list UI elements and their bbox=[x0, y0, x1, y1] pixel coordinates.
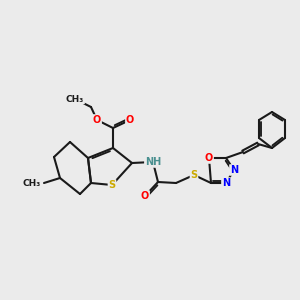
Text: O: O bbox=[141, 191, 149, 201]
Text: N: N bbox=[222, 178, 230, 188]
Text: O: O bbox=[93, 115, 101, 125]
Text: S: S bbox=[108, 180, 116, 190]
Text: CH₃: CH₃ bbox=[66, 94, 84, 103]
Text: S: S bbox=[190, 170, 198, 180]
Text: O: O bbox=[205, 153, 213, 163]
Text: NH: NH bbox=[145, 157, 161, 167]
Text: CH₃: CH₃ bbox=[23, 178, 41, 188]
Text: O: O bbox=[126, 115, 134, 125]
Text: N: N bbox=[230, 165, 238, 175]
